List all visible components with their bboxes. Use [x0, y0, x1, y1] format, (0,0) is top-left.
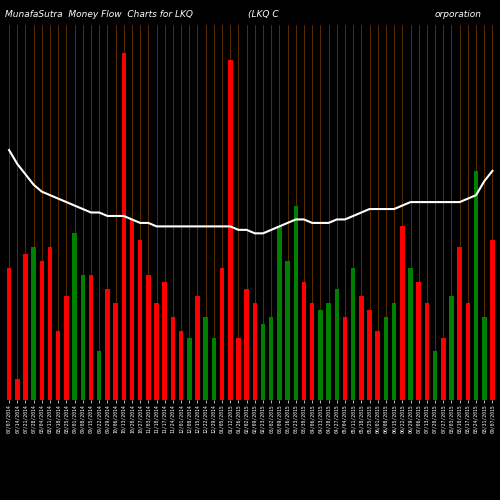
Bar	[228, 60, 232, 400]
Bar	[204, 316, 208, 400]
Bar	[334, 289, 339, 400]
Bar	[318, 310, 322, 400]
Bar	[458, 247, 462, 400]
Bar	[326, 303, 331, 400]
Bar	[408, 268, 413, 400]
Bar	[236, 338, 240, 400]
Bar	[269, 316, 274, 400]
Bar	[122, 53, 126, 400]
Bar	[392, 303, 396, 400]
Bar	[368, 310, 372, 400]
Bar	[342, 316, 347, 400]
Bar	[286, 261, 290, 400]
Bar	[294, 206, 298, 400]
Bar	[302, 282, 306, 400]
Bar	[138, 240, 142, 400]
Bar	[466, 303, 470, 400]
Bar	[220, 268, 224, 400]
Bar	[310, 303, 314, 400]
Bar	[359, 296, 364, 400]
Bar	[244, 289, 249, 400]
Bar	[195, 296, 200, 400]
Bar	[170, 316, 175, 400]
Bar	[56, 330, 60, 400]
Bar	[48, 247, 52, 400]
Bar	[433, 352, 438, 400]
Bar	[490, 240, 494, 400]
Bar	[179, 330, 184, 400]
Text: (LKQ C: (LKQ C	[248, 10, 278, 19]
Bar	[474, 171, 478, 400]
Bar	[449, 296, 454, 400]
Bar	[23, 254, 28, 400]
Bar	[416, 282, 421, 400]
Text: orporation: orporation	[435, 10, 482, 19]
Bar	[80, 275, 85, 400]
Bar	[384, 316, 388, 400]
Bar	[424, 303, 429, 400]
Bar	[261, 324, 266, 400]
Bar	[32, 247, 36, 400]
Bar	[441, 338, 446, 400]
Bar	[88, 275, 93, 400]
Bar	[162, 282, 167, 400]
Text: MunafaSutra  Money Flow  Charts for LKQ: MunafaSutra Money Flow Charts for LKQ	[5, 10, 193, 19]
Bar	[72, 234, 77, 400]
Bar	[482, 316, 486, 400]
Bar	[252, 303, 257, 400]
Bar	[376, 330, 380, 400]
Bar	[7, 268, 12, 400]
Bar	[114, 303, 118, 400]
Bar	[277, 226, 281, 400]
Bar	[154, 303, 159, 400]
Bar	[105, 289, 110, 400]
Bar	[15, 379, 20, 400]
Bar	[130, 220, 134, 400]
Bar	[40, 261, 44, 400]
Bar	[64, 296, 68, 400]
Bar	[212, 338, 216, 400]
Bar	[400, 226, 404, 400]
Bar	[146, 275, 150, 400]
Bar	[97, 352, 102, 400]
Bar	[187, 338, 192, 400]
Bar	[351, 268, 356, 400]
